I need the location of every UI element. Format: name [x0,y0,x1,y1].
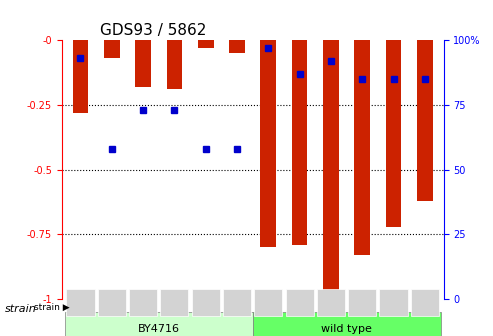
Bar [65,312,253,336]
Bar [285,289,314,316]
Bar [104,40,120,58]
Bar [129,289,157,316]
Bar [323,40,339,299]
Text: BY4716: BY4716 [138,324,180,334]
Bar [411,289,439,316]
Bar [160,289,188,316]
Bar [167,40,182,89]
Bar [253,312,441,336]
Bar [348,289,376,316]
Bar [198,40,213,48]
Text: strain ▶: strain ▶ [34,303,69,312]
Bar [292,40,308,245]
Bar [223,289,251,316]
Bar [135,40,151,87]
Bar [317,289,345,316]
Bar [72,40,88,113]
Bar [380,289,408,316]
Bar [386,40,401,226]
Bar [192,289,220,316]
Bar [98,289,126,316]
Text: wild type: wild type [321,324,372,334]
Bar [229,40,245,53]
Text: GDS93 / 5862: GDS93 / 5862 [100,23,206,38]
Bar [354,40,370,255]
Text: strain: strain [5,304,36,314]
Bar [260,40,276,247]
Bar [417,40,433,201]
Bar [67,289,95,316]
Bar [254,289,282,316]
